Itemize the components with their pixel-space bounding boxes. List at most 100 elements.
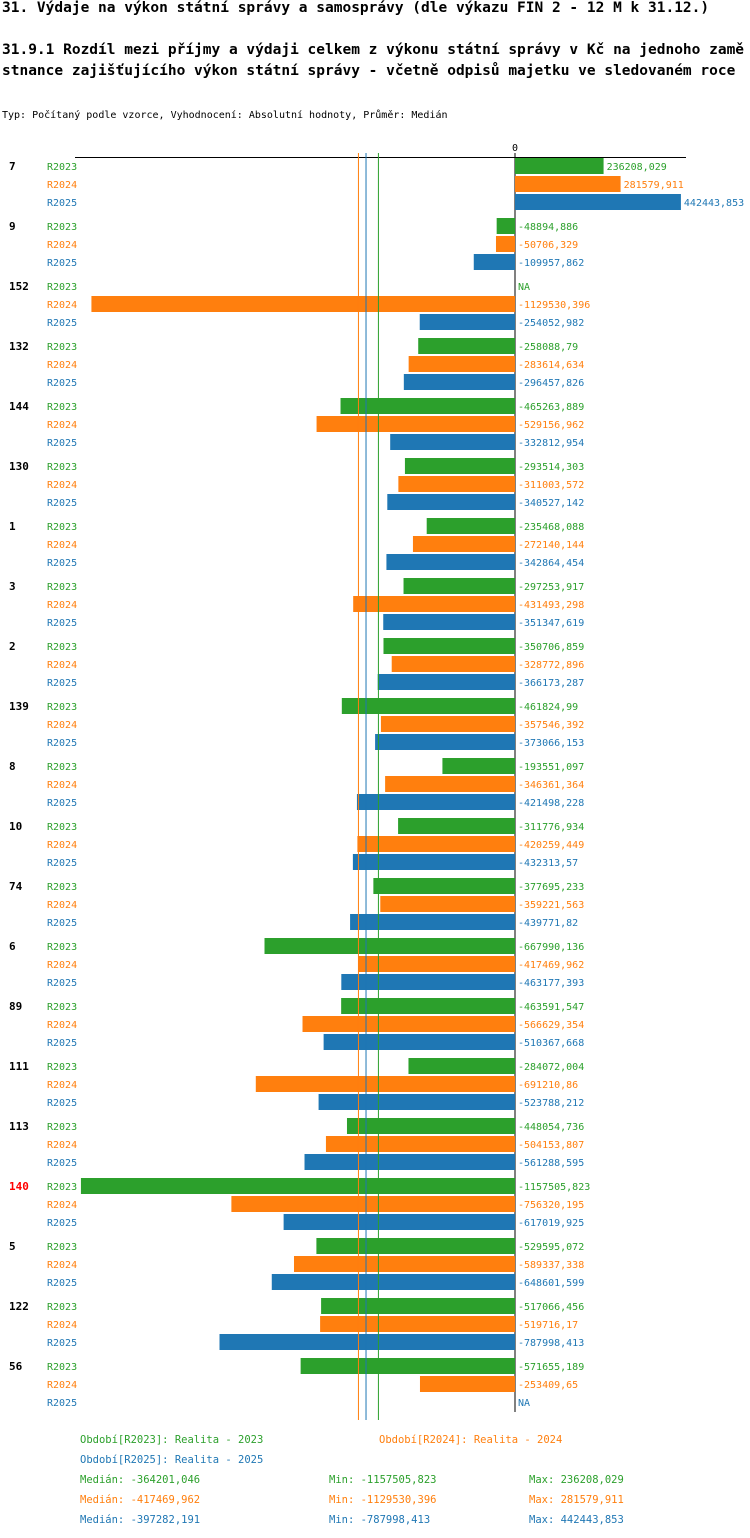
series-label: R2024 (47, 720, 77, 731)
bar (383, 614, 515, 630)
bar-value-label: 442443,853 (684, 198, 744, 209)
series-label: R2025 (47, 618, 77, 629)
series-label: R2025 (47, 918, 77, 929)
series-label: R2024 (47, 1200, 77, 1211)
bar-value-label: -756320,195 (518, 1200, 584, 1211)
series-label: R2025 (47, 678, 77, 689)
group-label: 74 (9, 880, 23, 893)
group-label: 140 (9, 1180, 29, 1193)
series-label: R2023 (47, 282, 77, 293)
bar (350, 914, 515, 930)
bar-value-label: -373066,153 (518, 738, 584, 749)
series-label: R2024 (47, 1380, 77, 1391)
bar-value-label: -648601,599 (518, 1278, 584, 1289)
bar-value-label: -340527,142 (518, 498, 584, 509)
group-label: 9 (9, 220, 16, 233)
bar (386, 554, 515, 570)
series-label: R2023 (47, 762, 77, 773)
bar-value-label: -332812,954 (518, 438, 584, 449)
series-label: R2024 (47, 1080, 77, 1091)
bar-value-label: -529156,962 (518, 420, 584, 431)
bar (325, 1136, 515, 1152)
bar-value-label: 236208,029 (607, 162, 667, 173)
bar (219, 1334, 515, 1350)
bar-value-label: -311776,934 (518, 822, 584, 833)
type-line: Typ: Počítaný podle vzorce, Vyhodnocení:… (2, 110, 448, 121)
group-label: 10 (9, 820, 22, 833)
bar-value-label: -566629,354 (518, 1020, 584, 1031)
bar (408, 1058, 515, 1074)
bar-value-label: -254052,982 (518, 318, 584, 329)
bar-value-label: -510367,668 (518, 1038, 584, 1049)
bar (353, 596, 515, 612)
bar (373, 878, 515, 894)
series-label: R2025 (47, 258, 77, 269)
bar-value-label: -351347,619 (518, 618, 584, 629)
bar (316, 416, 515, 432)
series-label: R2025 (47, 1038, 77, 1049)
series-label: R2025 (47, 798, 77, 809)
bar-value-label: 281579,911 (624, 180, 684, 191)
bar (403, 578, 515, 594)
bar (385, 776, 515, 792)
series-label: R2024 (47, 480, 77, 491)
legend-period-r2025: Období[R2025]: Realita - 2025 (80, 1454, 264, 1466)
series-label: R2024 (47, 660, 77, 671)
series-label: R2023 (47, 1122, 77, 1133)
bar (403, 374, 515, 390)
bar (515, 158, 604, 174)
bar-value-label: -561288,595 (518, 1158, 584, 1169)
legend-median-r2023: Medián: -364201,046 (80, 1474, 201, 1486)
legend-max-r2025: Max: 442443,853 (529, 1514, 624, 1526)
bar-value-label: -463591,547 (518, 1002, 584, 1013)
group-label: 2 (9, 640, 16, 653)
bar (341, 974, 515, 990)
bar (321, 1298, 515, 1314)
bar-value-label: -691210,86 (518, 1080, 578, 1091)
bar (515, 176, 621, 192)
series-label: R2023 (47, 1242, 77, 1253)
group-label: 144 (9, 400, 29, 413)
bar (390, 434, 515, 450)
bar (320, 1316, 515, 1332)
legend-median-r2025: Medián: -397282,191 (80, 1514, 201, 1526)
bar-value-label: -377695,233 (518, 882, 584, 893)
series-label: R2023 (47, 1302, 77, 1313)
bar-value-label: -448054,736 (518, 1122, 584, 1133)
bar-value-label: -297253,917 (518, 582, 584, 593)
series-label: R2024 (47, 840, 77, 851)
chart-subtitle: 31.9.1 Rozdíl mezi příjmy a výdaji celke… (2, 42, 745, 79)
legend-median-r2024: Medián: -417469,962 (80, 1494, 201, 1506)
bar (419, 314, 515, 330)
bar (398, 476, 515, 492)
series-label: R2024 (47, 600, 77, 611)
bar (283, 1214, 515, 1230)
series-label: R2023 (47, 162, 77, 173)
series-label: R2025 (47, 198, 77, 209)
group-label: 3 (9, 580, 16, 593)
bar (380, 896, 515, 912)
bar-value-label: -293514,303 (518, 462, 584, 473)
bar (318, 1094, 515, 1110)
legend-min-r2025: Min: -787998,413 (329, 1514, 431, 1526)
series-label: R2025 (47, 858, 77, 869)
bar (255, 1076, 515, 1092)
bar-value-label: -366173,287 (518, 678, 584, 689)
bar (408, 356, 515, 372)
bar-value-label: -193551,097 (518, 762, 584, 773)
series-label: R2023 (47, 1062, 77, 1073)
bar (341, 698, 515, 714)
bar (387, 494, 515, 510)
bar (271, 1274, 515, 1290)
bar-value-label: -787998,413 (518, 1338, 584, 1349)
bar (418, 338, 515, 354)
series-label: R2025 (47, 558, 77, 569)
group-label: 139 (9, 700, 29, 713)
group-label: 6 (9, 940, 16, 953)
bar (442, 758, 515, 774)
series-label: R2024 (47, 540, 77, 551)
bar (419, 1376, 515, 1392)
series-label: R2025 (47, 1398, 77, 1409)
series-label: R2024 (47, 1140, 77, 1151)
bar (375, 734, 515, 750)
